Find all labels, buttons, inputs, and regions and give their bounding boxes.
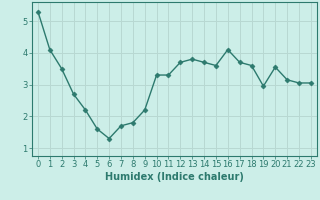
X-axis label: Humidex (Indice chaleur): Humidex (Indice chaleur) <box>105 172 244 182</box>
